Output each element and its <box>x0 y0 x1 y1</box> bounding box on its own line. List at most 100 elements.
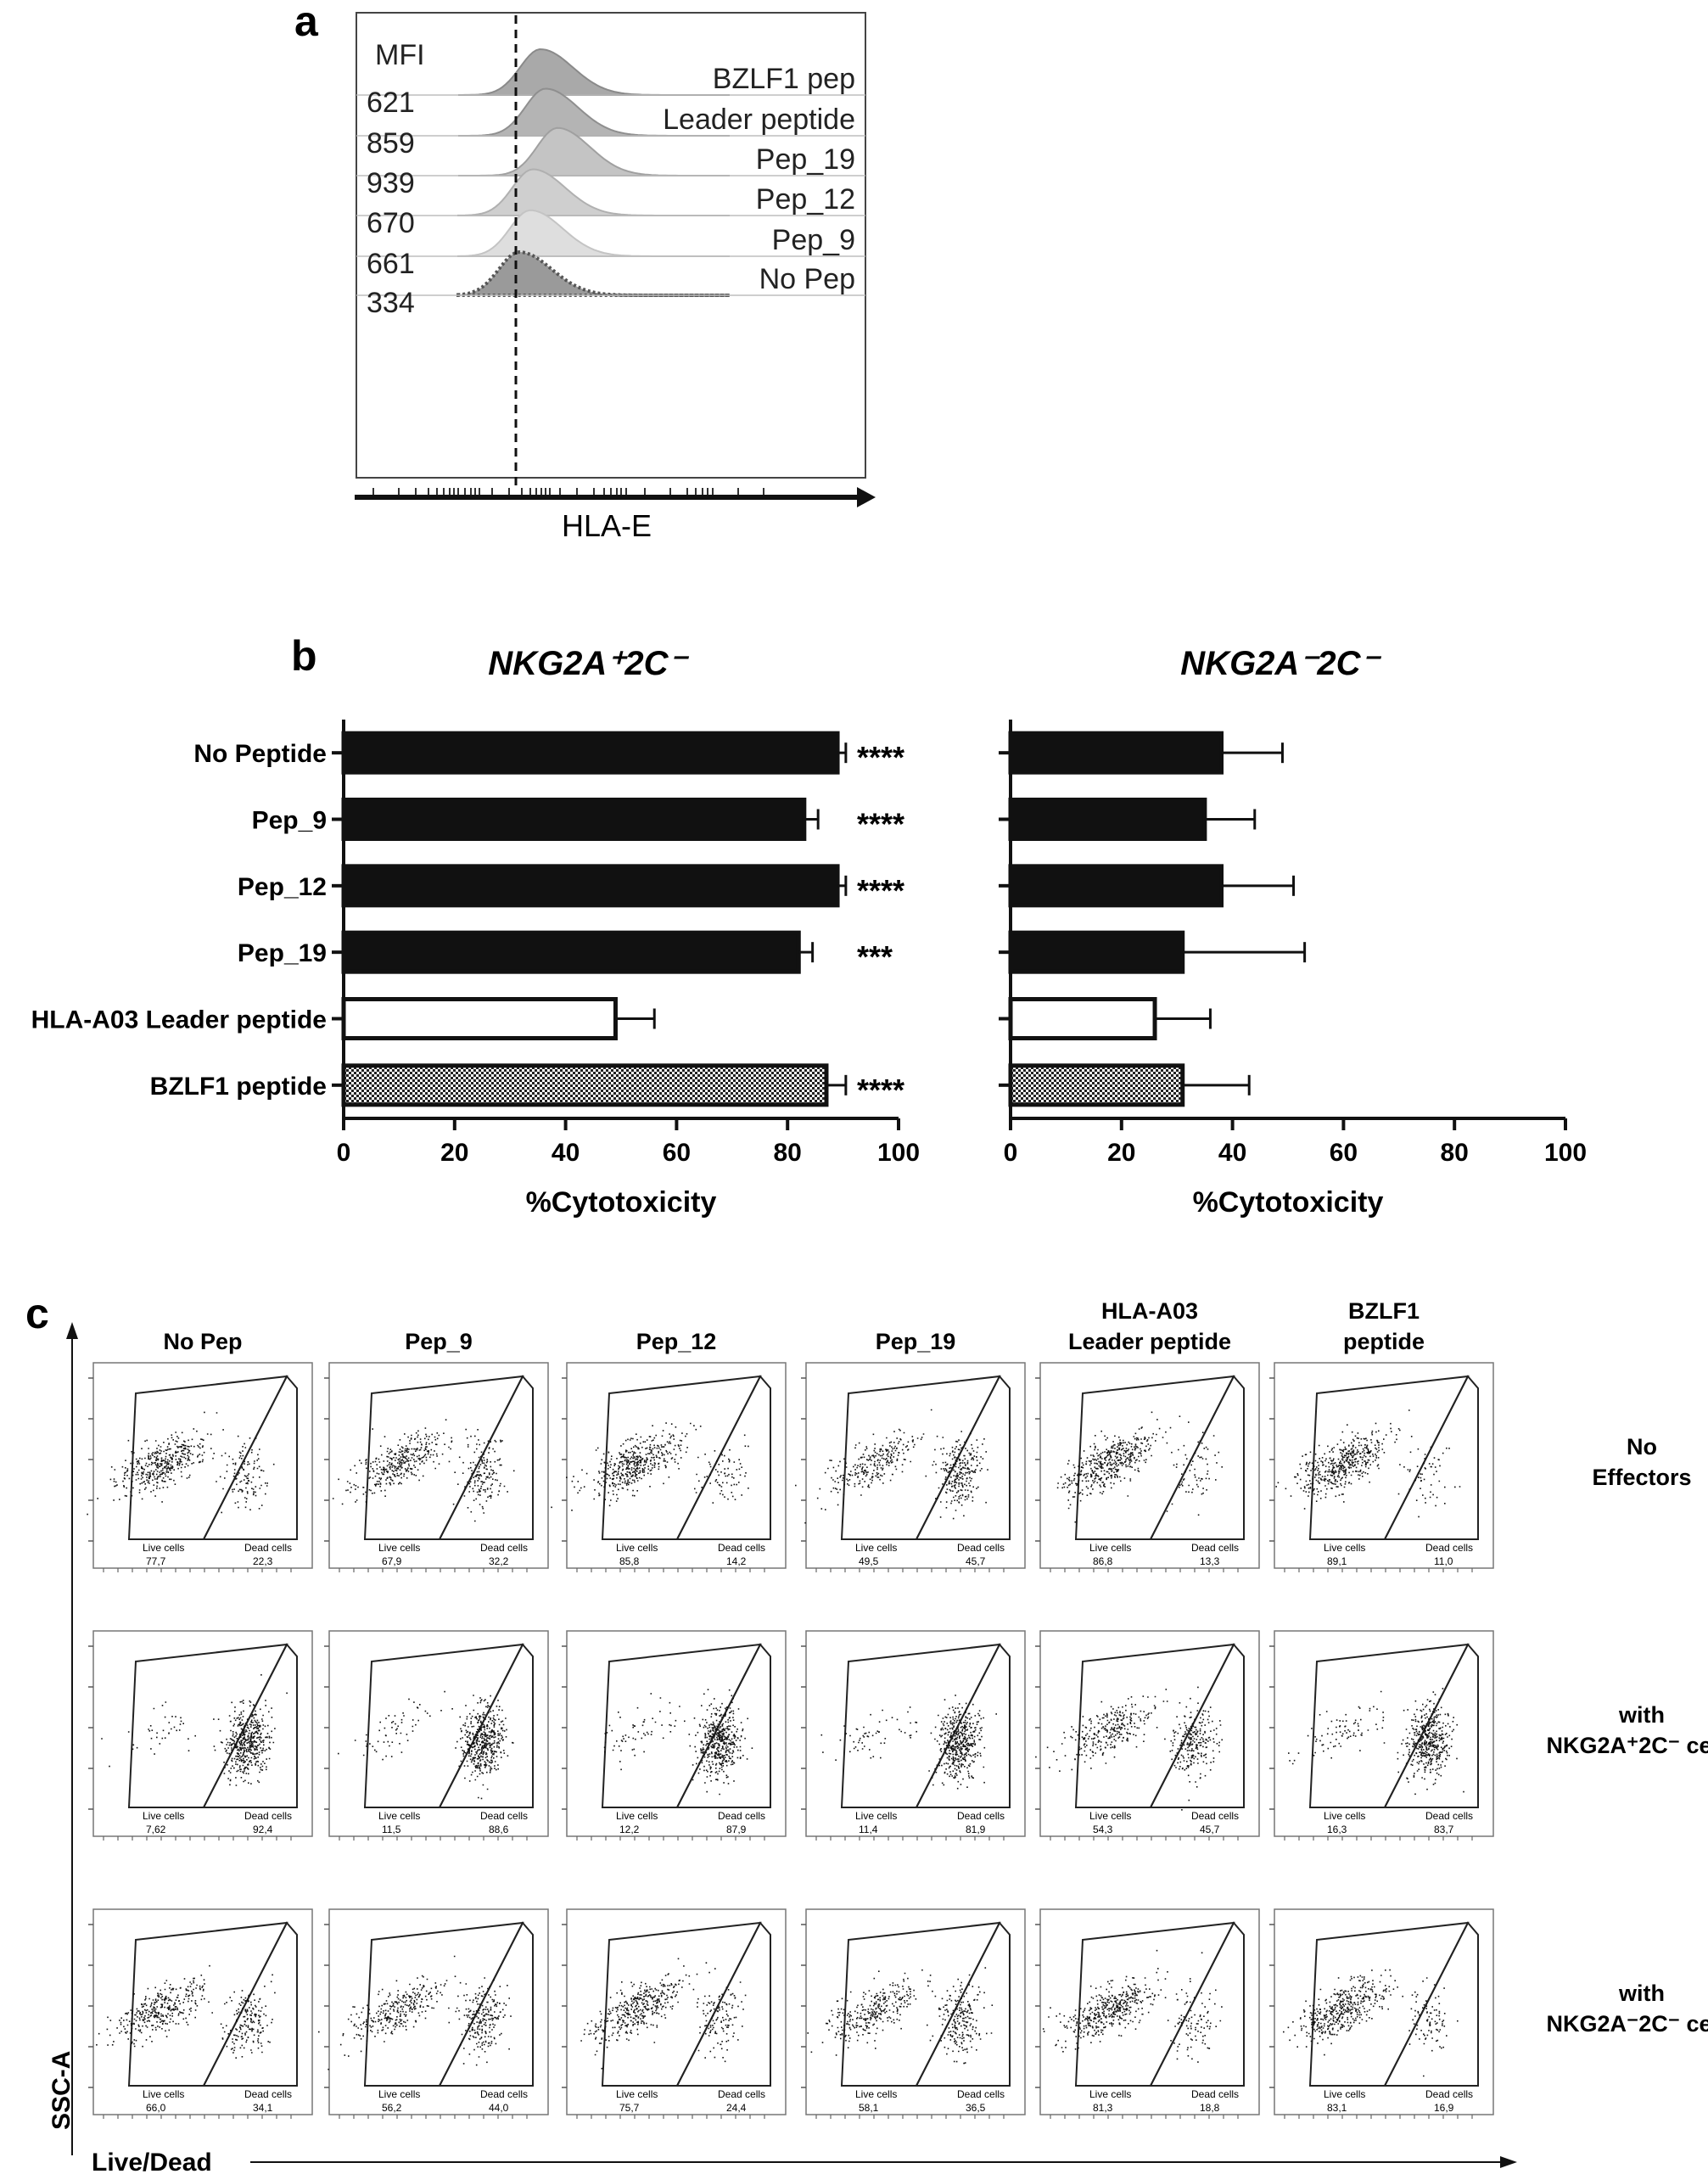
dead-cells-gate <box>1383 1375 1479 1540</box>
x-axis-label: %Cytotoxicity <box>526 1186 717 1219</box>
dead-gate-value: 22,3 <box>253 1555 273 1567</box>
histogram-row-label: Pep_9 <box>772 224 855 256</box>
dead-cells-gate <box>202 1375 298 1540</box>
plot-frame <box>1039 1630 1260 1837</box>
live-gate-label: Live cells <box>143 1542 184 1554</box>
dead-gate-label: Dead cells <box>718 2088 765 2100</box>
live-gate-label: Live cells <box>1089 1542 1131 1554</box>
significance-stars: **** <box>857 807 904 842</box>
dead-gate-value: 83,7 <box>1434 1824 1454 1835</box>
dead-cells-gate <box>1383 1921 1479 2087</box>
event-dots <box>795 1409 988 1524</box>
bar-chart-nkg2a-pos: 0 20 40 60 80 100 %Cytotoxicity No Peptide **** P… <box>31 720 920 1219</box>
scatter-plot-cell: Live cells 56,2 Dead cells 44,0 <box>318 1908 549 2119</box>
column-header: Leader peptide <box>1068 1329 1231 1354</box>
plot-frame <box>1274 1362 1494 1569</box>
y-category-label: No Peptide <box>193 740 327 768</box>
plot-frame <box>1274 1908 1494 2115</box>
dead-gate-label: Dead cells <box>244 1542 292 1554</box>
dead-gate-label: Dead cells <box>1191 1810 1239 1822</box>
scatter-plot-cell: Live cells 58,1 Dead cells 36,5 <box>801 1908 1026 2119</box>
bar <box>1008 864 1224 908</box>
live-gate-value: 11,5 <box>382 1824 401 1835</box>
scatter-plot-cell: Live cells 81,3 Dead cells 18,8 <box>1035 1908 1260 2119</box>
y-category-label: Pep_19 <box>238 939 327 967</box>
dead-gate-label: Dead cells <box>480 1542 528 1554</box>
column-header: Pep_19 <box>876 1329 956 1354</box>
histogram-row-label: No Pep <box>759 263 855 295</box>
bar <box>1008 1063 1185 1107</box>
plot-frame <box>328 1630 549 1837</box>
y-category-label: Pep_9 <box>252 807 327 835</box>
live-gate-value: 81,3 <box>1093 2102 1113 2114</box>
mfi-value: 670 <box>367 207 415 239</box>
live-gate-value: 7,62 <box>146 1824 166 1835</box>
live-gate-label: Live cells <box>1324 1810 1365 1822</box>
event-dots <box>1042 1949 1223 2063</box>
live-gate-value: 12,2 <box>619 1824 640 1835</box>
live-dead-axis-label: Live/Dead <box>92 2149 212 2174</box>
dead-gate-value: 18,8 <box>1200 2102 1220 2114</box>
dead-cells-gate <box>1149 1643 1245 1808</box>
live-dead-arrowhead <box>1500 2156 1517 2168</box>
mfi-value: 334 <box>367 287 415 319</box>
x-tick-label: 20 <box>440 1139 468 1167</box>
live-gate-value: 67,9 <box>382 1555 402 1567</box>
dead-cells-gate <box>438 1921 534 2087</box>
event-dots <box>318 1955 512 2070</box>
dead-gate-value: 14,2 <box>726 1555 747 1567</box>
x-tick-label: 60 <box>663 1139 691 1167</box>
significance-stars: **** <box>857 1073 904 1107</box>
x-tick-label: 100 <box>1544 1139 1587 1167</box>
live-gate-label: Live cells <box>1089 2088 1131 2100</box>
event-dots <box>807 1967 994 2065</box>
x-tick-label: 20 <box>1107 1139 1135 1167</box>
histogram-curve <box>457 209 730 257</box>
live-gate-label: Live cells <box>378 2088 420 2100</box>
live-gate-label: Live cells <box>616 1542 658 1554</box>
bar <box>1008 798 1207 841</box>
plot-frame <box>92 1362 313 1569</box>
scatter-plot-cell: Live cells 12,2 Dead cells 87,9 <box>562 1630 787 1841</box>
histogram-curve <box>456 249 730 297</box>
live-gate-label: Live cells <box>855 1542 897 1554</box>
x-tick-label: 0 <box>1004 1139 1018 1167</box>
bar <box>341 1063 829 1107</box>
y-category-label: Pep_12 <box>238 873 327 901</box>
dead-gate-value: 92,4 <box>253 1824 273 1835</box>
dead-cells-gate <box>202 1643 298 1808</box>
dead-gate-label: Dead cells <box>718 1542 765 1554</box>
dead-gate-label: Dead cells <box>244 1810 292 1822</box>
ssc-a-axis-label: SSC-A <box>48 2051 76 2130</box>
scatter-plot-cell: Live cells 83,1 Dead cells 16,9 <box>1269 1908 1494 2119</box>
live-gate-label: Live cells <box>1324 2088 1365 2100</box>
row-label: No <box>1627 1434 1657 1460</box>
dead-cells-gate <box>202 1921 298 2087</box>
dead-gate-value: 45,7 <box>1200 1824 1220 1835</box>
row-label: NKG2A⁻2C⁻ cells <box>1546 2011 1708 2037</box>
scatter-plot-cell: Live cells 11,4 Dead cells 81,9 <box>801 1630 1026 1841</box>
scatter-plot-cell: Live cells 16,3 Dead cells 83,7 <box>1269 1630 1494 1841</box>
dead-gate-label: Dead cells <box>957 2088 1005 2100</box>
scatter-plot-cell: Live cells 7,62 Dead cells 92,4 <box>88 1630 313 1841</box>
column-header: BZLF1 <box>1348 1298 1420 1324</box>
histogram-row-label: Pep_19 <box>756 143 855 176</box>
live-gate-label: Live cells <box>855 2088 897 2100</box>
event-dots <box>603 1689 753 1796</box>
x-tick-label: 0 <box>337 1139 351 1167</box>
dead-gate-value: 11,0 <box>1434 1555 1453 1567</box>
dead-cells-gate <box>915 1643 1011 1808</box>
scatter-plot-cell: Live cells 54,3 Dead cells 45,7 <box>1035 1630 1260 1841</box>
dead-cells-gate <box>675 1375 771 1540</box>
plot-frame <box>805 1630 1026 1837</box>
row-label: with <box>1618 1981 1665 2006</box>
bar <box>341 731 840 775</box>
x-tick-label: 80 <box>774 1139 802 1167</box>
dead-gate-value: 87,9 <box>726 1824 747 1835</box>
panel-label-c: c <box>25 1290 49 1337</box>
plot-frame <box>328 1362 549 1569</box>
live-gate-value: 54,3 <box>1093 1824 1113 1835</box>
